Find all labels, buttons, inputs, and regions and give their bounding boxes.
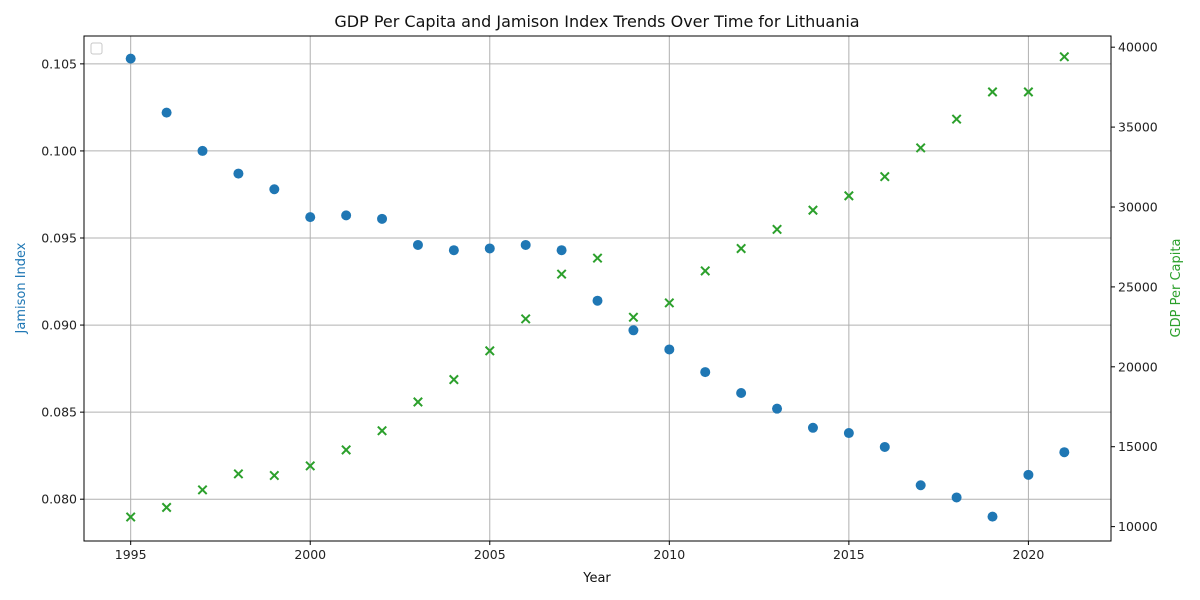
jamison-index-point: [556, 245, 567, 256]
jamison-index-point: [520, 239, 531, 250]
jamison-index-point: [125, 53, 136, 64]
right-y-tick-label: 10000: [1118, 519, 1158, 534]
jamison-index-point: [915, 480, 926, 491]
left-y-tick-label: 0.105: [41, 56, 77, 71]
gdp-per-capita-point: [951, 114, 962, 125]
x-axis-title: Year: [582, 571, 611, 586]
gdp-per-capita-point: [233, 468, 244, 479]
left-y-axis: 0.080 0.085 0.090 0.095 0.100 0.105: [41, 56, 84, 507]
jamison-index-point: [377, 213, 388, 224]
jamison-index-series: [125, 53, 1070, 522]
right-y-axis: 10000 15000 20000 25000 30000 35000 40000: [1111, 40, 1158, 534]
gdp-per-capita-point: [664, 297, 675, 308]
x-tick-label: 2015: [833, 547, 865, 562]
jamison-index-point: [161, 107, 172, 118]
grid-lines: [84, 36, 1111, 541]
gdp-per-capita-point: [592, 253, 603, 264]
x-tick-label: 2020: [1013, 547, 1045, 562]
right-y-tick-label: 40000: [1118, 40, 1158, 55]
jamison-index-point: [233, 168, 244, 179]
right-y-tick-label: 15000: [1118, 439, 1158, 454]
jamison-index-point: [879, 441, 890, 452]
gdp-per-capita-point: [772, 224, 782, 235]
left-y-tick-label: 0.100: [41, 143, 77, 158]
plot-frame: [83, 35, 1112, 542]
jamison-index-point: [592, 295, 603, 306]
gdp-per-capita-point: [879, 171, 890, 182]
jamison-index-point: [700, 367, 711, 378]
gdp-per-capita-point: [305, 460, 316, 471]
jamison-index-point: [448, 245, 459, 256]
right-y-axis-title: GDP Per Capita: [1169, 239, 1184, 338]
gdp-per-capita-point: [377, 425, 387, 436]
right-y-tick-label: 20000: [1118, 359, 1158, 374]
x-tick-label: 2005: [474, 547, 506, 562]
jamison-index-point: [269, 184, 280, 195]
jamison-index-point: [1023, 469, 1034, 480]
gdp-per-capita-point: [341, 445, 352, 455]
gdp-per-capita-point: [484, 345, 495, 356]
jamison-index-point: [772, 403, 783, 414]
gdp-per-capita-point: [1059, 51, 1070, 62]
jamison-index-point: [197, 145, 208, 156]
jamison-index-point: [341, 210, 352, 221]
gdp-per-capita-point: [125, 512, 136, 522]
jamison-index-point: [628, 325, 639, 336]
gdp-per-capita-point: [1023, 87, 1034, 97]
gdp-per-capita-point: [556, 269, 567, 280]
x-tick-label: 1995: [115, 547, 147, 562]
gdp-per-capita-point: [843, 190, 854, 201]
jamison-index-point: [843, 428, 854, 439]
gdp-per-capita-point: [628, 312, 639, 323]
gdp-per-capita-point: [915, 142, 926, 153]
jamison-index-point: [305, 212, 316, 223]
jamison-index-point: [736, 387, 747, 398]
left-y-tick-label: 0.085: [41, 405, 77, 420]
gdp-per-capita-point: [269, 470, 280, 481]
right-y-tick-label: 25000: [1118, 279, 1158, 294]
right-y-tick-label: 30000: [1118, 199, 1158, 214]
jamison-index-point: [1059, 447, 1070, 458]
left-y-tick-label: 0.095: [41, 231, 77, 246]
gdp-per-capita-point: [987, 87, 998, 97]
jamison-index-point: [664, 344, 675, 355]
jamison-index-point: [484, 243, 495, 254]
legend-box: [90, 42, 103, 55]
gdp-per-capita-point: [520, 313, 531, 324]
x-tick-label: 2010: [653, 547, 685, 562]
jamison-index-point: [412, 239, 423, 250]
gdp-per-capita-point: [808, 205, 818, 216]
gdp-per-capita-point: [736, 243, 747, 254]
jamison-index-point: [987, 511, 998, 522]
left-y-axis-title: Jamison Index: [14, 242, 29, 334]
x-axis: 1995 2000 2005 2010 2015 2020: [115, 541, 1045, 562]
gdp-per-capita-series: [125, 51, 1070, 522]
gdp-per-capita-point: [448, 374, 459, 385]
jamison-index-point: [807, 422, 818, 433]
x-tick-label: 2000: [294, 547, 326, 562]
gdp-per-capita-point: [700, 266, 711, 276]
chart-title: GDP Per Capita and Jamison Index Trends …: [334, 12, 859, 31]
gdp-per-capita-point: [161, 502, 172, 513]
left-y-tick-label: 0.080: [41, 492, 77, 507]
gdp-per-capita-point: [413, 397, 423, 407]
gdp-per-capita-point: [197, 484, 208, 495]
jamison-index-point: [951, 492, 962, 503]
right-y-tick-label: 35000: [1118, 120, 1158, 135]
left-y-tick-label: 0.090: [41, 318, 77, 333]
